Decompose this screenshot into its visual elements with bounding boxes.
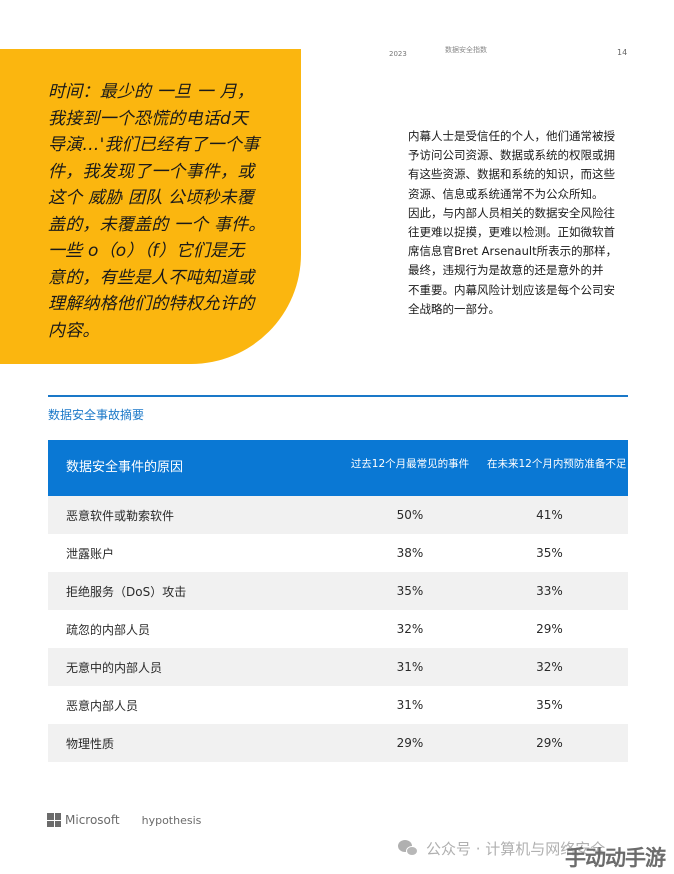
wechat-watermark: 公众号 · 计算机与网络安全 [398,838,605,859]
quote-text: 时间：最少的 一旦 一 月， 我接到一个恐慌的电话d天 导演…'我们已经有了一个… [48,79,288,344]
cell-future: 29% [536,622,563,636]
cell-future: 29% [536,736,563,750]
quote-line: 一些 o（o）（f）它们是无 [48,241,245,261]
quote-line: 意的，有些是人不吨知道或 [48,267,255,288]
header-year: 2023 [389,50,407,58]
watermark-text: 公众号 · 计算机与网络安全 [426,840,606,858]
section-divider [48,395,628,397]
cell-cause: 物理性质 [66,736,115,751]
page-number: 14 [617,48,628,57]
table-header: 数据安全事件的原因 过去12个月最常见的事件 在未来12个月内预防准备不足 [48,440,628,496]
cell-future: 32% [536,660,563,674]
header-past-12-months: 过去12个月最常见的事件 [350,458,470,470]
cell-cause: 泄露账户 [66,546,115,561]
page-header: 2023 数据安全指数 14 [0,45,674,65]
cell-past: 31% [396,660,424,674]
header-next-12-months: 在未来12个月内预防准备不足 [487,458,627,470]
incident-summary-table: 数据安全事件的原因 过去12个月最常见的事件 在未来12个月内预防准备不足 恶意… [48,440,628,762]
quote-line: 这个 威胁 团队 公顷秒未覆 [48,188,255,208]
body-line: 席信息官Bret Arsenault所表示的那样， [408,244,618,259]
wechat-icon [398,839,420,858]
body-line: 内幕人士是受信任的个人，他们通常被授 [408,129,615,143]
cell-past: 35% [396,584,424,598]
cell-future: 35% [536,698,563,712]
table-row: 拒绝服务（DoS）攻击 35% 33% [48,572,628,610]
microsoft-logo-icon [47,813,61,827]
body-line: 资源、信息或系统通常不为公众所知。 [408,186,604,201]
table-row: 疏忽的内部人员 32% 29% [48,610,628,648]
cell-cause: 恶意内部人员 [66,698,139,713]
body-line: 予访问公司资源、数据或系统的权限或拥 [408,148,615,163]
microsoft-brand: Microsoft [65,813,120,827]
cell-future: 35% [536,546,563,560]
footer-logos: Microsoft hypothesis [47,813,201,827]
body-paragraph: 内幕人士是受信任的个人，他们通常被授 予访问公司资源、数据或系统的权限或拥 有这… [408,127,633,319]
table-body: 恶意软件或勒索软件 50% 41% 泄露账户 38% 35% 拒绝服务（DoS）… [48,496,628,762]
quote-line: 时间：最少的 一旦 一 月， [48,82,255,102]
cell-future: 41% [536,508,563,522]
cell-past: 32% [396,622,424,636]
cell-past: 38% [396,546,424,560]
header-cause: 数据安全事件的原因 [66,460,184,475]
quote-line: 理解纳格他们的特权允许的 [48,294,255,314]
cell-future: 33% [536,584,563,598]
cell-past: 31% [396,698,424,712]
quote-line: 盖的，未覆盖的 一个 事件。 [48,214,266,235]
body-line: 不重要。内幕风险计划应该是每个公司安 [408,282,615,297]
site-stamp: 手动动手游 [565,846,666,870]
quote-line: 我接到一个恐慌的电话d天 [48,108,249,129]
table-row: 泄露账户 38% 35% [48,534,628,572]
body-line: 最终，违规行为是故意的还是意外的并 [408,263,604,278]
body-line: 往更难以捉摸，更难以检测。正如微软首 [408,225,615,240]
body-line: 全战略的一部分。 [408,301,500,316]
cell-cause: 恶意软件或勒索软件 [66,508,175,523]
cell-cause: 无意中的内部人员 [66,660,163,675]
hypothesis-brand: hypothesis [141,813,202,827]
table-row: 物理性质 29% 29% [48,724,628,762]
cell-cause: 拒绝服务（DoS）攻击 [66,584,187,599]
table-row: 恶意软件或勒索软件 50% 41% [48,496,628,534]
body-line: 有这些资源、数据和系统的知识，而这些 [408,167,615,182]
body-line: 因此，与内部人员相关的数据安全风险往 [408,205,615,220]
quote-line: 件，我发现了一个事件，或 [48,161,255,182]
header-doc-title: 数据安全指数 [445,46,487,54]
cell-cause: 疏忽的内部人员 [66,622,151,637]
cell-past: 50% [396,508,424,522]
table-row: 恶意内部人员 31% 35% [48,686,628,724]
table-row: 无意中的内部人员 31% 32% [48,648,628,686]
quote-callout: 时间：最少的 一旦 一 月， 我接到一个恐慌的电话d天 导演…'我们已经有了一个… [0,49,301,364]
quote-line: 内容。 [48,320,100,341]
cell-past: 29% [396,736,424,750]
quote-line: 导演…'我们已经有了一个事 [48,135,260,155]
section-title: 数据安全事故摘要 [48,408,145,422]
